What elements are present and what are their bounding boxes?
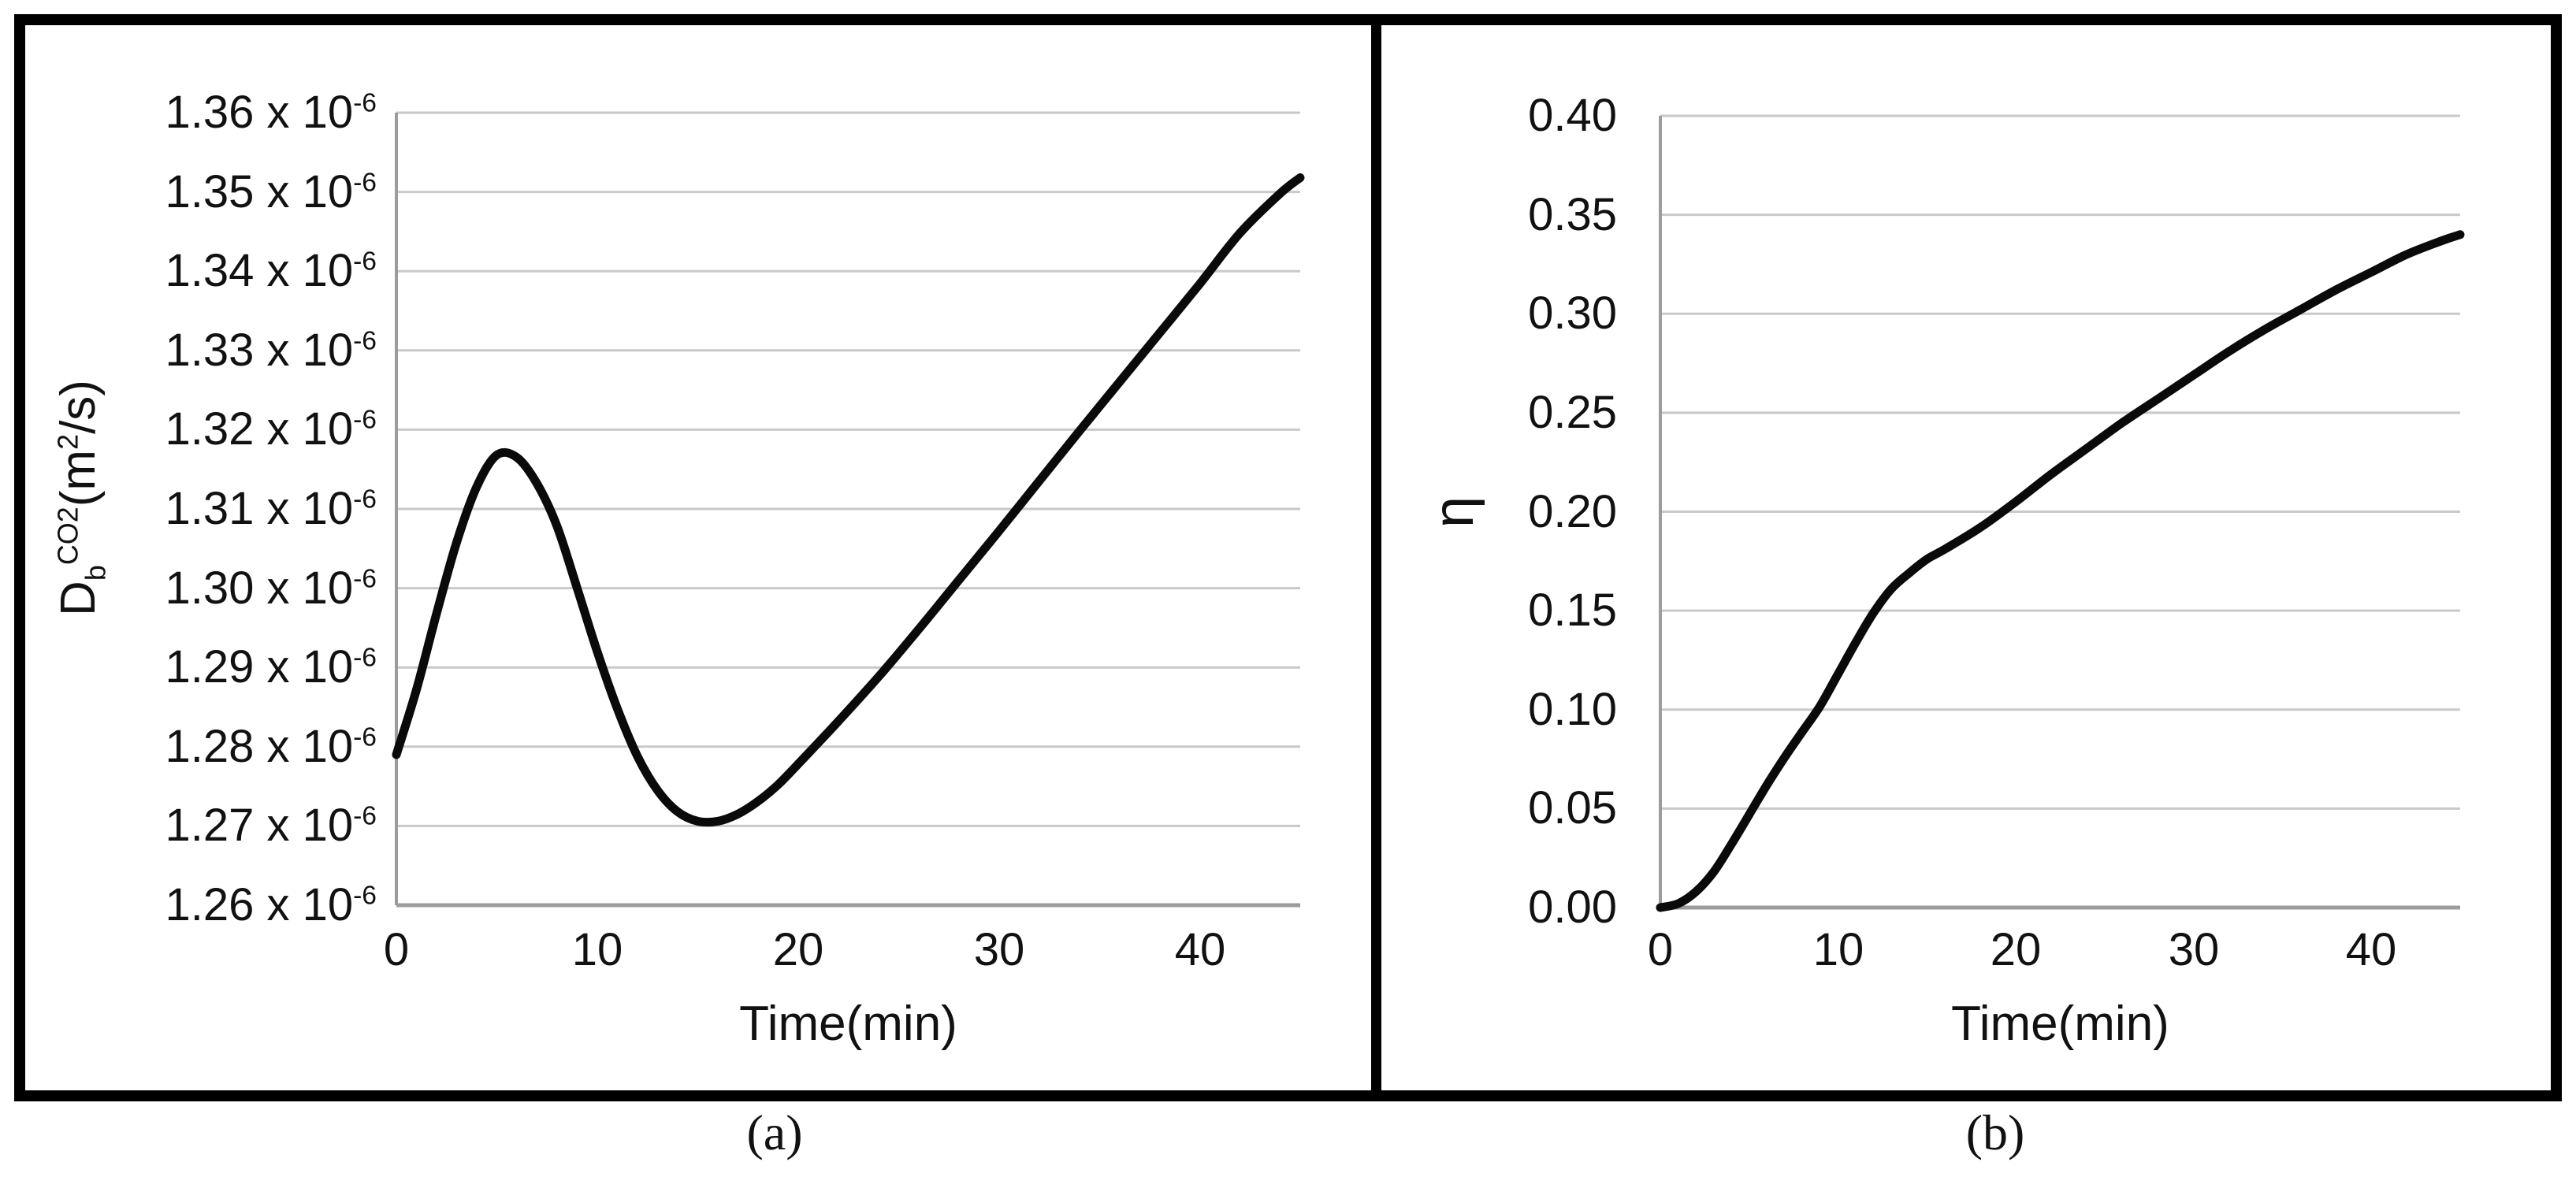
panel-a-y-tick-label: 1.29 x 10-6 bbox=[165, 641, 377, 692]
exponent: -6 bbox=[353, 485, 377, 514]
panel-a-x-tick-label: 20 bbox=[772, 924, 824, 975]
panel-a-y-tick-label: 1.35 x 10-6 bbox=[165, 166, 377, 217]
panel-b-y-tick-label: 0.20 bbox=[1528, 486, 1617, 537]
eta-symbol: η bbox=[1422, 496, 1485, 529]
panel-b-x-tick-label: 30 bbox=[2168, 924, 2220, 975]
exponent: -6 bbox=[353, 326, 377, 356]
exponent: -6 bbox=[353, 88, 377, 118]
panel-b-caption: (b) bbox=[1965, 1105, 2025, 1160]
panel-a-caption: (a) bbox=[746, 1105, 803, 1160]
y-title-unit-exponent: 2 bbox=[51, 433, 84, 450]
panel-b-y-tick-label: 0.10 bbox=[1528, 684, 1617, 735]
exponent: -6 bbox=[353, 564, 377, 594]
panel-a-y-tick-label: 1.34 x 10-6 bbox=[165, 245, 377, 296]
panel-b-y-tick-label: 0.25 bbox=[1528, 387, 1617, 438]
panel-b-y-tick-label: 0.30 bbox=[1528, 288, 1617, 339]
panel-a-x-tick-label: 30 bbox=[973, 924, 1025, 975]
y-title-base: D bbox=[51, 581, 106, 616]
efficiency-curve bbox=[1656, 230, 2465, 912]
panel-b-y-tick-label: 0.05 bbox=[1528, 782, 1617, 834]
panel-b-y-tick-label: 0.15 bbox=[1528, 585, 1617, 636]
panel-a-y-axis-title: DbCO2(m2/s) bbox=[49, 380, 112, 616]
exponent: -6 bbox=[353, 405, 377, 435]
panel-a-x-axis-title: Time(min) bbox=[739, 997, 957, 1051]
panel-b-y-axis-title: η bbox=[1422, 496, 1485, 529]
panel-a-y-tick-label: 1.32 x 10-6 bbox=[165, 403, 377, 455]
y-title-unit-close: /s) bbox=[51, 380, 106, 434]
panel-b-x-tick-label: 20 bbox=[1990, 924, 2042, 975]
panel-b-y-tick-label: 0.40 bbox=[1528, 90, 1617, 141]
panel-a-y-tick-label: 1.30 x 10-6 bbox=[165, 563, 377, 614]
panel-divider bbox=[1371, 14, 1381, 1101]
y-title-subscript: b bbox=[79, 565, 112, 581]
panel-b-x-axis-title: Time(min) bbox=[1951, 997, 2169, 1051]
panel-a-y-tick-label: 1.26 x 10-6 bbox=[165, 879, 377, 930]
panel-a-x-tick-label: 10 bbox=[571, 924, 623, 975]
panel-a-x-tick-label: 0 bbox=[383, 924, 410, 975]
panel-b-x-tick-label: 10 bbox=[1812, 924, 1864, 975]
figure-border bbox=[14, 14, 2562, 1101]
panel-a-y-tick-label: 1.33 x 10-6 bbox=[165, 325, 377, 376]
panel-b-x-tick-label: 40 bbox=[2345, 924, 2397, 975]
panel-a-y-tick-label: 1.36 x 10-6 bbox=[165, 87, 377, 138]
panel-a-y-tick-label: 1.31 x 10-6 bbox=[165, 483, 377, 534]
diffusivity-curve bbox=[392, 173, 1305, 827]
panel-b-x-tick-label: 0 bbox=[1647, 924, 1674, 975]
panel-a-x-tick-label: 40 bbox=[1174, 924, 1226, 975]
panel-a-y-tick-label: 1.27 x 10-6 bbox=[165, 800, 377, 851]
exponent: -6 bbox=[353, 168, 377, 198]
panel-b-y-tick-label: 0.35 bbox=[1528, 189, 1617, 240]
panel-b-y-tick-label: 0.00 bbox=[1528, 882, 1617, 933]
exponent: -6 bbox=[353, 801, 377, 831]
exponent: -6 bbox=[353, 722, 377, 752]
exponent: -6 bbox=[353, 643, 377, 673]
exponent: -6 bbox=[353, 881, 377, 911]
panel-a-y-tick-label: 1.28 x 10-6 bbox=[165, 721, 377, 772]
y-title-superscript: CO2 bbox=[51, 507, 84, 566]
exponent: -6 bbox=[353, 247, 377, 277]
y-title-unit-open: (m bbox=[51, 449, 106, 507]
